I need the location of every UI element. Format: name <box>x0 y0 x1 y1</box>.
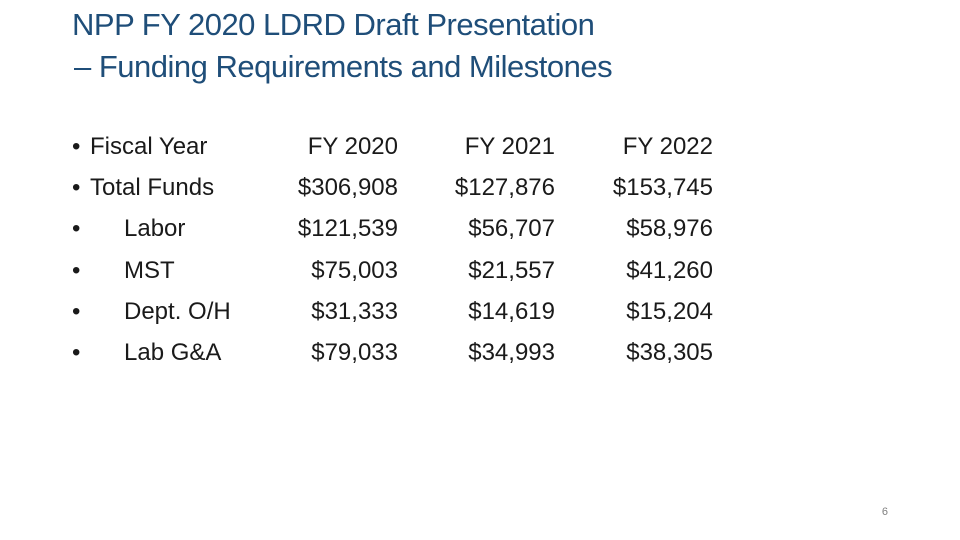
table-cell: $153,745 <box>612 174 713 202</box>
page-number: 6 <box>881 506 888 518</box>
bullet-icon: • <box>72 338 81 366</box>
table-cell: $58,976 <box>626 215 713 243</box>
table-cell: $15,204 <box>626 297 713 325</box>
slide-title: NPP FY 2020 LDRD Draft Presentation – Fu… <box>72 4 932 88</box>
bullet-icon: • <box>72 215 81 243</box>
column-header-fy2021: FY 2021 <box>464 133 555 160</box>
header-label: Fiscal Year <box>90 133 208 160</box>
row-label: • Fiscal Year <box>72 126 207 167</box>
table-cell: $127,876 <box>454 174 555 202</box>
table-cell: $56,707 <box>468 215 555 243</box>
table-cell: $34,993 <box>468 338 555 366</box>
table-cell: $38,305 <box>626 338 713 366</box>
title-line-2: – Funding Requirements and Milestones <box>74 49 613 84</box>
row-label: • MST <box>72 250 175 291</box>
row-label: • Dept. O/H <box>72 291 231 332</box>
bullet-icon: • <box>72 174 81 202</box>
table-cell: $41,260 <box>626 256 713 284</box>
bullet-icon: • <box>72 256 81 284</box>
table-cell: $306,908 <box>297 174 398 202</box>
bullet-icon: • <box>72 297 81 325</box>
bullet-icon: • <box>72 133 81 160</box>
table-cell: $75,003 <box>311 256 398 284</box>
row-label: • Total Funds <box>72 167 214 208</box>
table-cell: $121,539 <box>297 215 398 243</box>
row-label-text: Dept. O/H <box>124 297 231 325</box>
row-label-text: Lab G&A <box>124 338 222 366</box>
table-cell: $31,333 <box>311 297 398 325</box>
row-label-text: MST <box>124 256 175 284</box>
table-cell: $79,033 <box>311 338 398 366</box>
column-header-fy2020: FY 2020 <box>307 133 398 160</box>
row-label: • Labor <box>72 208 185 249</box>
title-line-1: NPP FY 2020 LDRD Draft Presentation <box>72 7 595 42</box>
table-cell: $14,619 <box>468 297 555 325</box>
row-label: • Lab G&A <box>72 332 221 373</box>
row-label-text: Labor <box>124 215 186 243</box>
table-cell: $21,557 <box>468 256 555 284</box>
row-label-text: Total Funds <box>90 174 215 202</box>
column-header-fy2022: FY 2022 <box>622 133 713 160</box>
